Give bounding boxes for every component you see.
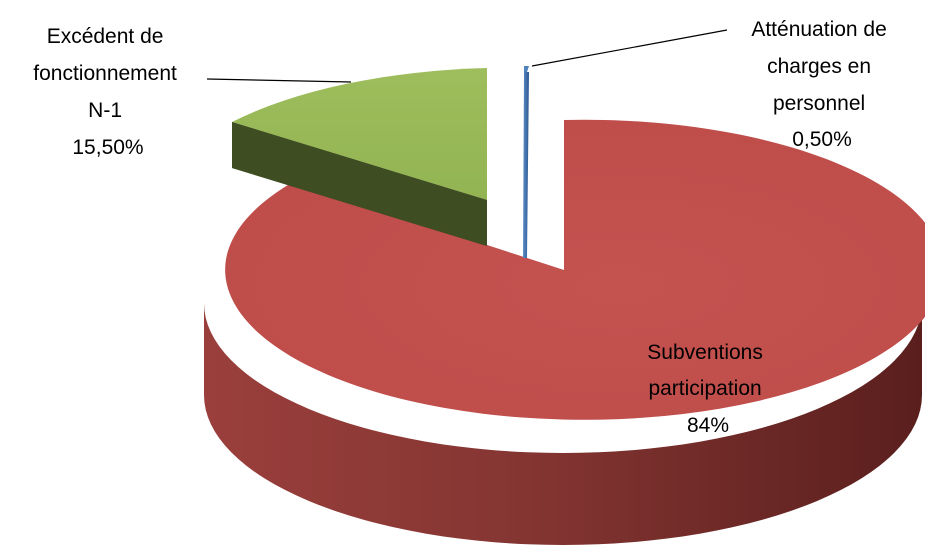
label-excedent-line-2: fonctionnement [33, 62, 177, 85]
pie-slice-subventions [204, 119, 925, 545]
label-attenuation-line-3: personnel [773, 92, 865, 115]
slice-attenuation-top [524, 66, 529, 72]
label-subventions: Subventions participation 84% [647, 341, 768, 437]
label-attenuation-value: 0,50% [792, 128, 852, 151]
label-attenuation: Atténuation de charges en personnel 0,50… [751, 18, 892, 151]
leader-line-attenuation [531, 29, 728, 67]
slice-subventions-side [204, 303, 922, 545]
label-subventions-value: 84% [687, 414, 729, 437]
label-attenuation-line-2: charges en [767, 55, 871, 78]
slice-attenuation-side [523, 72, 529, 258]
label-subventions-line-2: participation [648, 377, 761, 400]
label-excedent: Excédent de fonctionnement N-1 15,50% [33, 25, 182, 159]
pie-slice-attenuation [523, 66, 529, 258]
slice-subventions-top [225, 119, 925, 420]
label-subventions-line-1: Subventions [647, 341, 763, 364]
label-attenuation-line-1: Atténuation de [751, 18, 886, 41]
label-excedent-line-1: Excédent de [47, 25, 164, 48]
leader-line-excedent [206, 78, 352, 83]
pie-slice-excedent [232, 68, 487, 246]
label-excedent-value: 15,50% [72, 136, 143, 159]
slice-excedent-top [232, 68, 487, 200]
label-excedent-line-3: N-1 [88, 99, 122, 122]
slice-excedent-face [232, 122, 487, 246]
